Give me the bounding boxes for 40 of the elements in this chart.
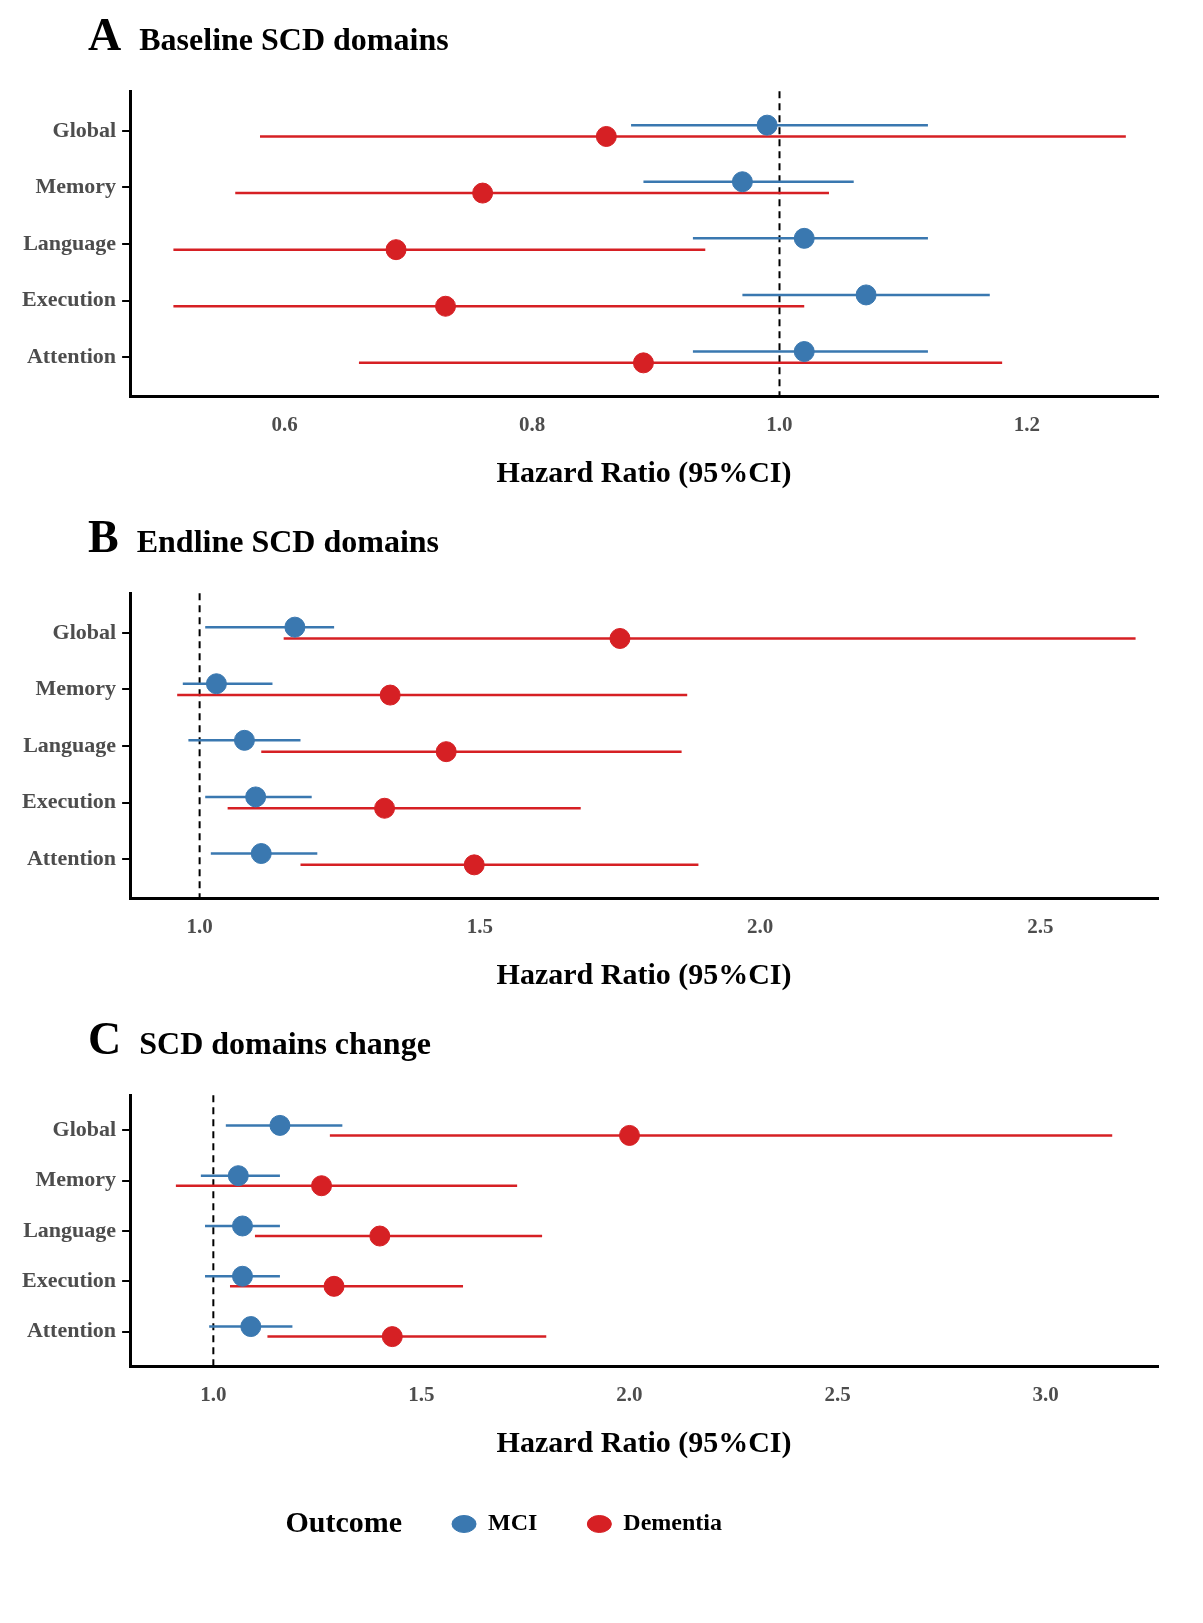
- x-tick-label: 1.2: [1013, 411, 1041, 436]
- y-tick-label: Memory: [35, 1166, 117, 1192]
- x-tick-label: 2.5: [1027, 913, 1054, 938]
- y-tick-label: Execution: [21, 286, 117, 312]
- legend-label: MCI: [488, 1509, 538, 1536]
- chart-title: SCD domains change: [139, 1025, 431, 1062]
- y-tick-label: Execution: [21, 1266, 117, 1292]
- chart-title: Baseline SCD domains: [139, 21, 449, 58]
- y-tick-label: Global: [52, 116, 117, 142]
- x-tick-label: 1.5: [408, 1381, 435, 1406]
- x-tick-label: 1.0: [200, 1381, 227, 1406]
- x-tick-label: 1.0: [766, 411, 793, 436]
- y-tick-label: Memory: [35, 173, 117, 199]
- x-tick-label: 2.5: [824, 1381, 851, 1406]
- y-tick-label: Execution: [21, 788, 117, 814]
- y-tick-label: Language: [23, 731, 117, 757]
- y-tick-label: Attention: [26, 1317, 117, 1343]
- text: B: [88, 510, 119, 563]
- x-axis-title: Hazard Ratio (95%CI): [496, 1424, 792, 1459]
- x-axis-title: Hazard Ratio (95%CI): [496, 956, 792, 991]
- y-tick-label: Memory: [35, 675, 117, 701]
- y-tick-label: Global: [52, 1116, 117, 1142]
- x-axis-title: Hazard Ratio (95%CI): [496, 454, 792, 489]
- legend-label: Dementia: [623, 1509, 722, 1536]
- legend-title: Outcome: [285, 1504, 403, 1538]
- x-tick-label: 0.6: [271, 411, 298, 436]
- y-tick-label: Attention: [26, 844, 117, 870]
- text: A: [88, 8, 122, 61]
- x-tick-label: 1.0: [186, 913, 213, 938]
- y-tick-label: Language: [23, 1216, 117, 1242]
- x-tick-label: 3.0: [1032, 1381, 1059, 1406]
- y-tick-label: Language: [23, 229, 117, 255]
- x-tick-label: 2.0: [746, 913, 774, 938]
- y-tick-label: Global: [52, 618, 117, 644]
- chart-title: Endline SCD domains: [136, 523, 440, 560]
- x-tick-label: 0.8: [518, 411, 546, 436]
- x-tick-label: 1.5: [466, 913, 493, 938]
- y-tick-label: Attention: [26, 342, 117, 368]
- x-tick-label: 2.0: [616, 1381, 643, 1406]
- text: C: [88, 1012, 122, 1065]
